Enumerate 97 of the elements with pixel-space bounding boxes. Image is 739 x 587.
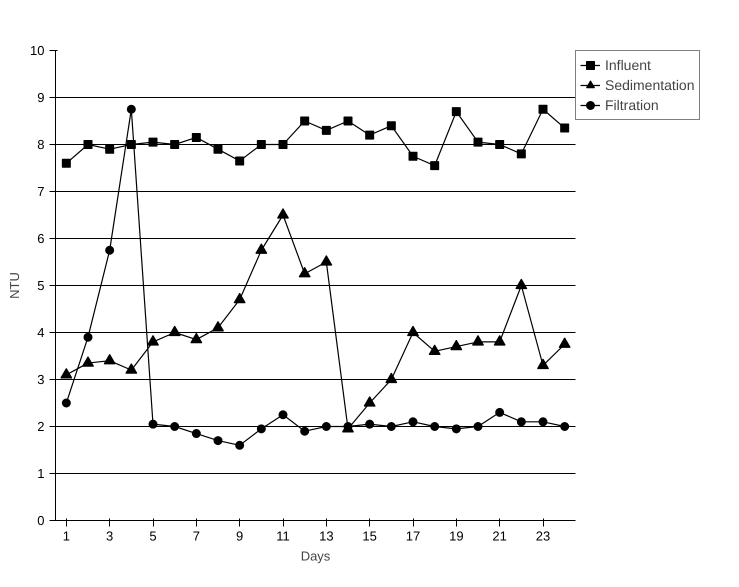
- point: [105, 246, 114, 255]
- y-tick-label: 0: [37, 513, 45, 528]
- x-tick-label: 1: [62, 528, 70, 544]
- point: [62, 158, 71, 168]
- point: [82, 356, 94, 367]
- legend-label: Filtration: [605, 97, 659, 113]
- point: [212, 320, 224, 332]
- point: [320, 255, 332, 266]
- x-tick-label: 13: [319, 528, 334, 544]
- point: [60, 368, 72, 378]
- point: [84, 140, 92, 149]
- point: [538, 104, 548, 114]
- x-tick-label: 5: [149, 528, 157, 544]
- point: [192, 429, 201, 438]
- y-tick-label: 2: [37, 419, 45, 434]
- point: [450, 340, 462, 350]
- point: [170, 422, 180, 431]
- point: [365, 130, 374, 140]
- point: [364, 396, 376, 407]
- point: [126, 104, 136, 114]
- point: [300, 426, 310, 436]
- point: [452, 424, 461, 434]
- point: [385, 372, 398, 384]
- point: [300, 116, 310, 126]
- point: [192, 132, 201, 142]
- y-tick-label: 9: [37, 90, 45, 105]
- x-tick-label: 15: [362, 528, 377, 544]
- point: [538, 417, 548, 426]
- point: [256, 140, 266, 149]
- point: [170, 140, 180, 149]
- point: [344, 116, 352, 126]
- point: [298, 266, 311, 278]
- x-tick-label: 9: [236, 528, 244, 544]
- y-tick-label: 6: [37, 231, 45, 246]
- point: [278, 140, 288, 149]
- point: [84, 332, 92, 342]
- point: [147, 335, 159, 346]
- point: [322, 422, 331, 431]
- point: [474, 422, 482, 431]
- point: [365, 420, 374, 429]
- point: [386, 121, 396, 130]
- point: [62, 398, 71, 408]
- point: [430, 161, 440, 170]
- y-tick-label: 7: [37, 184, 45, 199]
- y-tick-label: 8: [37, 137, 45, 152]
- point: [472, 335, 484, 346]
- point: [235, 156, 244, 166]
- y-tick-label: 5: [37, 278, 45, 293]
- x-tick-label: 11: [276, 528, 290, 544]
- point: [322, 126, 331, 135]
- y-tick-label: 1: [37, 466, 45, 481]
- x-tick-label: 17: [406, 528, 420, 544]
- point: [408, 417, 418, 426]
- point: [495, 140, 504, 149]
- point: [148, 138, 158, 147]
- point: [386, 422, 396, 431]
- y-axis-title: NTU: [7, 272, 22, 299]
- point: [558, 337, 571, 348]
- point: [148, 420, 158, 429]
- point: [104, 354, 116, 364]
- x-tick-label: 19: [449, 528, 464, 544]
- point: [234, 292, 246, 304]
- x-tick-label: 3: [106, 528, 114, 544]
- point: [495, 408, 504, 417]
- point: [407, 326, 419, 336]
- point: [494, 335, 506, 346]
- legend-label: Sedimentation: [605, 77, 695, 93]
- point: [516, 417, 526, 426]
- point: [537, 358, 549, 370]
- x-axis-title: Days: [300, 548, 331, 564]
- legend-label: Influent: [605, 57, 651, 73]
- point: [255, 243, 268, 254]
- point: [474, 138, 482, 147]
- point: [190, 332, 202, 344]
- point: [515, 278, 528, 290]
- point: [278, 410, 288, 420]
- y-tick-label: 10: [30, 43, 45, 58]
- point: [214, 144, 222, 154]
- point: [277, 208, 289, 219]
- point: [235, 440, 244, 450]
- point: [430, 422, 440, 431]
- y-tick-label: 3: [37, 372, 45, 387]
- point: [452, 107, 461, 116]
- x-tick-label: 21: [492, 528, 507, 544]
- point: [428, 344, 441, 355]
- point: [256, 424, 266, 434]
- x-tick-label: 7: [192, 528, 200, 544]
- y-tick-label: 4: [37, 325, 45, 340]
- point: [560, 422, 570, 431]
- point: [125, 363, 138, 374]
- point: [214, 436, 222, 446]
- point: [408, 152, 418, 161]
- point: [560, 124, 570, 133]
- point: [105, 144, 114, 154]
- point: [516, 149, 526, 158]
- x-tick-label: 23: [536, 528, 550, 544]
- point: [168, 326, 181, 336]
